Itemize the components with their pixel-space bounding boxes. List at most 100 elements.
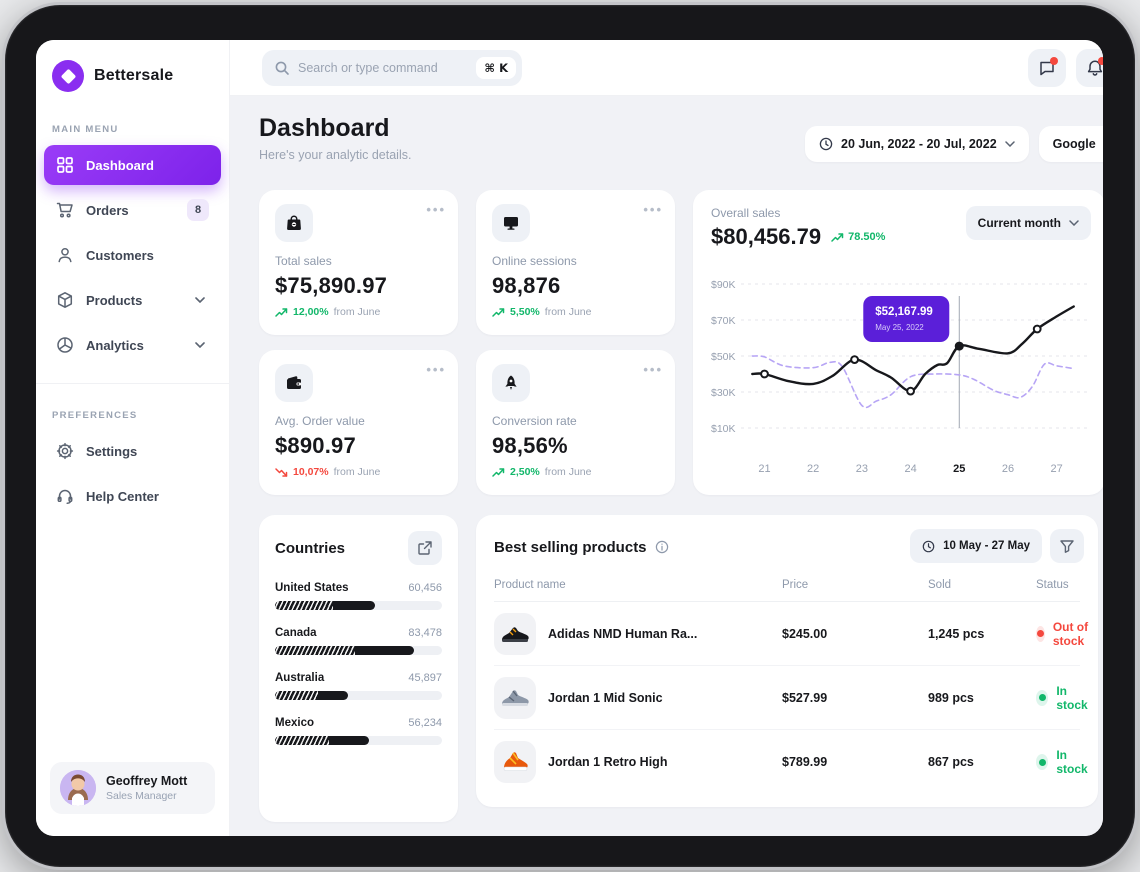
svg-text:27: 27: [1051, 463, 1063, 475]
table-row[interactable]: Jordan 1 Retro High $789.99 867 pcs In s…: [494, 730, 1088, 794]
table-header: Product name Price Sold Status: [494, 565, 1080, 602]
open-countries-button[interactable]: [408, 531, 442, 565]
notification-dot: [1050, 57, 1058, 65]
notifications-button[interactable]: [1076, 49, 1103, 87]
svg-text:$90K: $90K: [711, 279, 736, 291]
filter-icon: [1060, 539, 1074, 553]
preferences-menu: Settings Help Center: [36, 431, 229, 516]
dots-menu-icon[interactable]: •••: [426, 202, 446, 217]
box-icon: [57, 292, 73, 308]
stat-delta: 10,07% from June: [275, 466, 442, 478]
sidebar-item-orders[interactable]: Orders 8: [44, 190, 221, 230]
overall-sales-value: $80,456.79 78.50%: [711, 224, 886, 249]
sidebar-item-label: Dashboard: [86, 157, 154, 173]
preferences-label: PREFERENCES: [52, 410, 138, 421]
overall-sales-card: Overall sales $80,456.79 78.50% Current …: [693, 190, 1103, 495]
dots-menu-icon[interactable]: •••: [426, 362, 446, 377]
product-image: [494, 741, 536, 783]
notification-dot: [1098, 57, 1103, 65]
stat-delta: 12,00% from June: [275, 306, 442, 318]
sidebar-item-label: Help Center: [86, 488, 159, 504]
search-input[interactable]: [298, 61, 469, 75]
sidebar-item-label: Orders: [86, 202, 129, 218]
stat-card-conversion-rate: ••• Conversion rate 98,56% 2,50% from Jun…: [476, 350, 675, 495]
sidebar-item-settings[interactable]: Settings: [44, 431, 221, 471]
svg-text:24: 24: [904, 463, 916, 475]
country-row-australia: Australia 45,897: [275, 672, 442, 700]
grid-icon: [57, 157, 73, 173]
svg-text:May 25, 2022: May 25, 2022: [875, 323, 924, 332]
profile-role: Sales Manager: [106, 790, 177, 802]
filter-button[interactable]: [1050, 529, 1084, 563]
brand-name: Bettersale: [94, 67, 174, 84]
main-menu-label: MAIN MENU: [52, 124, 119, 135]
stat-card-online-sessions: ••• Online sessions 98,876 5,50% from Jun…: [476, 190, 675, 335]
messages-button[interactable]: [1028, 49, 1066, 87]
sidebar-item-products[interactable]: Products: [44, 280, 221, 320]
stats-grid: ••• Total sales $75,890.97 12,00% from Ju…: [259, 190, 675, 495]
command-shortcut: ⌘ K: [476, 57, 516, 79]
trend-up-icon: [492, 307, 505, 317]
dots-menu-icon[interactable]: •••: [643, 202, 663, 217]
country-row-mexico: Mexico 56,234: [275, 717, 442, 745]
dots-menu-icon[interactable]: •••: [643, 362, 663, 377]
profile-name: Geoffrey Mott: [106, 774, 188, 788]
external-link-icon: [418, 541, 432, 555]
sidebar: Bettersale MAIN MENU Dashboard Orders 8: [36, 40, 230, 836]
user-profile[interactable]: Geoffrey Mott Sales Manager: [50, 762, 215, 814]
sidebar-divider: [36, 383, 229, 384]
main-content: Dashboard Here's your analytic details. …: [230, 96, 1103, 836]
stat-delta: 2,50% from June: [492, 466, 659, 478]
best-selling-products-card: Best selling products 10 May - 27 May: [476, 515, 1098, 807]
table-row[interactable]: Adidas NMD Human Ra... $245.00 1,245 pcs…: [494, 602, 1088, 666]
chevron-down-icon: [195, 342, 205, 348]
chevron-down-icon: [1069, 220, 1079, 226]
stats-and-chart-row: ••• Total sales $75,890.97 12,00% from Ju…: [259, 190, 1103, 495]
status-badge: In stock: [1036, 684, 1091, 712]
search-bar[interactable]: ⌘ K: [262, 50, 522, 86]
clock-icon: [922, 540, 935, 552]
brand: Bettersale: [36, 40, 229, 98]
orders-badge: 8: [187, 199, 209, 221]
shopping-bag-icon: [275, 204, 313, 242]
countries-title: Countries: [275, 539, 346, 557]
page-title: Dashboard: [259, 114, 390, 142]
overall-sales-chart[interactable]: $10K $30K $50K $70K $90K $52,167.99 May 25, 20…: [711, 258, 1099, 482]
search-icon: [275, 61, 289, 75]
products-date-filter[interactable]: 10 May - 27 May: [910, 529, 1042, 563]
info-icon[interactable]: [655, 540, 669, 554]
country-bar: [275, 601, 442, 610]
main-menu: Dashboard Orders 8 Customers Products: [36, 145, 229, 365]
products-title: Best selling products: [494, 538, 647, 556]
trend-up-icon: [275, 307, 288, 317]
country-bar: [275, 691, 442, 700]
cart-icon: [56, 202, 73, 218]
sidebar-item-analytics[interactable]: Analytics: [44, 325, 221, 365]
svg-text:23: 23: [856, 463, 868, 475]
svg-text:$52,167.99: $52,167.99: [875, 306, 933, 318]
bettersale-logo-icon: [52, 60, 84, 92]
status-badge: Out of stock: [1036, 620, 1091, 648]
country-row-united-states: United States 60,456: [275, 582, 442, 610]
status-badge: In stock: [1036, 748, 1091, 776]
stat-delta: 5,50% from June: [492, 306, 659, 318]
sidebar-item-label: Analytics: [86, 337, 144, 353]
svg-text:26: 26: [1002, 463, 1014, 475]
sidebar-item-help-center[interactable]: Help Center: [44, 476, 221, 516]
page-subtitle: Here's your analytic details.: [259, 148, 412, 162]
sidebar-item-dashboard[interactable]: Dashboard: [44, 145, 221, 185]
product-image: [494, 676, 536, 719]
countries-card: Countries United States 60,456 Canada 83,4…: [259, 515, 458, 822]
headset-icon: [57, 489, 73, 504]
country-row-canada: Canada 83,478: [275, 627, 442, 655]
date-range-dropdown[interactable]: 20 Jun, 2022 - 20 Jul, 2022: [805, 126, 1029, 162]
avatar: [60, 770, 96, 806]
gear-icon: [56, 442, 74, 460]
sidebar-item-customers[interactable]: Customers: [44, 235, 221, 275]
svg-text:21: 21: [758, 463, 770, 475]
svg-text:$50K: $50K: [711, 351, 736, 363]
table-row[interactable]: Jordan 1 Mid Sonic $527.99 989 pcs In st…: [494, 666, 1088, 730]
country-bar: [275, 736, 442, 745]
source-dropdown[interactable]: Google: [1038, 126, 1103, 162]
period-dropdown[interactable]: Current month: [965, 206, 1091, 240]
